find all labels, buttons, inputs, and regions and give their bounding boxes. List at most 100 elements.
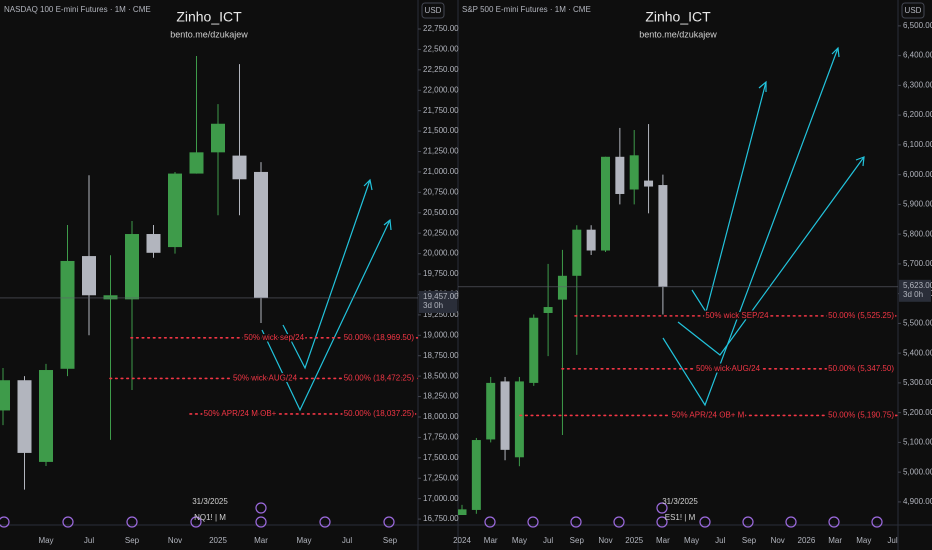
y-tick-label: 5,700.00 (903, 259, 932, 268)
y-tick-label: 17,750.00 (423, 433, 459, 442)
x-tick-label: Jul (342, 536, 352, 545)
y-tick-label: 18,750.00 (423, 351, 459, 360)
y-tick-label: 22,000.00 (423, 85, 459, 94)
y-tick-label: 5,000.00 (903, 467, 932, 476)
x-tick-label: Jul (84, 536, 94, 545)
y-tick-label: 4,900.00 (903, 497, 932, 506)
y-tick-label: 6,200.00 (903, 110, 932, 119)
x-tick-label: Mar (828, 536, 842, 545)
candle-body (629, 155, 639, 190)
level-label: 50% APR/24 OB+ M (672, 411, 745, 420)
event-icon (871, 516, 883, 528)
event-icon (319, 516, 331, 528)
watermark-link: bento.me/dzukajew (170, 29, 248, 39)
event-icon (0, 516, 10, 528)
x-tick-label: Sep (125, 536, 140, 545)
candle-body (586, 229, 596, 251)
y-tick-label: 6,300.00 (903, 80, 932, 89)
candle-body (572, 229, 582, 276)
candle-body (601, 156, 610, 251)
last-price-label: 19,457.00 (423, 292, 459, 301)
drawings (261, 46, 865, 412)
x-tick-label: 2025 (209, 536, 227, 545)
candle-body (211, 123, 225, 153)
x-tick-label: Sep (570, 536, 585, 545)
x-tick-label: Jul (887, 536, 897, 545)
date-label: 31/3/2025 (662, 497, 698, 506)
event-icons (0, 502, 883, 528)
candle-body (168, 173, 182, 248)
level-label: 50% wick SEP/24 (705, 311, 769, 320)
event-icon (484, 516, 496, 528)
event-icon (699, 516, 711, 528)
level-value-label: 50.00% (5,347.50) (828, 364, 894, 373)
candle-body (254, 171, 268, 298)
y-tick-label: 5,400.00 (903, 348, 932, 357)
y-tick-label: 20,000.00 (423, 249, 459, 258)
level-value-label: 50.00% (5,525.25) (828, 311, 894, 320)
currency: USD (905, 6, 922, 15)
candle-body (232, 155, 247, 180)
y-tick-label: 5,100.00 (903, 438, 932, 447)
y-tick-label: 5,800.00 (903, 229, 932, 238)
trend-path (691, 81, 767, 314)
y-tick-label: 17,500.00 (423, 453, 459, 462)
level-value-label: 50.00% (18,969.50) (344, 333, 415, 342)
event-icon (613, 516, 625, 528)
event-icon (570, 516, 582, 528)
level-value-label: 50.00% (18,037.25) (344, 409, 415, 418)
event-icon (62, 516, 74, 528)
event-icon (656, 516, 668, 528)
event-icon (255, 502, 267, 514)
y-tick-label: 6,000.00 (903, 170, 932, 179)
plot (458, 124, 898, 515)
candle-body (658, 185, 668, 287)
candle-body (644, 180, 654, 187)
x-tick-label: Nov (168, 536, 182, 545)
x-tick-label: 2025 (625, 536, 643, 545)
event-icon (190, 516, 202, 528)
y-tick-label: 21,500.00 (423, 126, 459, 135)
candle-body (0, 380, 10, 411)
event-icon (742, 516, 754, 528)
x-tick-label: Jul (715, 536, 725, 545)
candle-body (514, 381, 524, 458)
x-tick-label: 2026 (798, 536, 816, 545)
event-icon (828, 516, 840, 528)
last-price-label: 5,623.00 (903, 281, 932, 290)
trend-path (261, 219, 391, 412)
x-tick-label: Sep (742, 536, 757, 545)
y-tick-label: 5,200.00 (903, 408, 932, 417)
symbol-title: S&P 500 E-mini Futures · 1M · CME (462, 5, 591, 14)
candle-body (189, 152, 204, 174)
y-tick-label: 6,400.00 (903, 51, 932, 60)
candle-body (458, 509, 467, 515)
level-label: 50% wick AUG/24 (233, 374, 298, 383)
candle-body (543, 307, 553, 313)
y-tick-label: 21,750.00 (423, 106, 459, 115)
y-tick-label: 19,250.00 (423, 310, 459, 319)
x-tick-label: Nov (771, 536, 785, 545)
currency-box (901, 2, 925, 19)
y-tick-label: 17,250.00 (423, 473, 459, 482)
event-icon (126, 516, 138, 528)
level-value-label: 50.00% (5,190.75) (828, 411, 894, 420)
candle-body (103, 295, 118, 300)
trend-path (677, 156, 865, 356)
date-label: 31/3/2025 (192, 497, 228, 506)
level-value-label: 50.00% (18,472.25) (344, 374, 415, 383)
y-tick-label: 16,750.00 (423, 514, 459, 523)
event-icon (785, 516, 797, 528)
candle-body (60, 260, 75, 369)
y-tick-label: 5,500.00 (903, 319, 932, 328)
x-tick-label: May (856, 536, 871, 545)
candle-body (529, 317, 539, 383)
y-tick-label: 19,000.00 (423, 330, 459, 339)
countdown: 3d 0h (423, 301, 443, 310)
symbol-title: NASDAQ 100 E-mini Futures · 1M · CME (4, 5, 151, 14)
watermark-author: Zinho_ICT (176, 9, 242, 25)
candle-body (39, 370, 53, 462)
event-icon (656, 502, 668, 514)
x-tick-label: May (512, 536, 527, 545)
